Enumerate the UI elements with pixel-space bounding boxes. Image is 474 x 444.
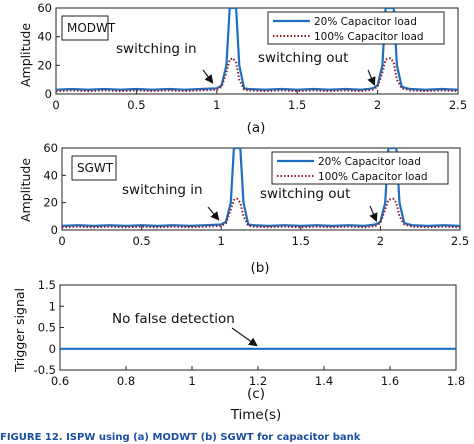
y-tick-label-b-3: 60 — [43, 141, 58, 155]
x-tick-label-a-4: 2 — [374, 98, 381, 112]
arrow-switching-out-a — [367, 69, 376, 87]
x-tick-label-a-0: 0 — [52, 98, 59, 112]
legend-label-b-100: 100% Capacitor load — [318, 171, 428, 183]
y-tick-label-a-0: 0 — [45, 87, 52, 101]
method-label-box-a — [61, 15, 109, 41]
y-ticks-a: 0 20 40 60 — [37, 1, 60, 101]
legend-box-b — [271, 151, 449, 185]
y-tick-label-a-2: 40 — [37, 30, 52, 44]
x-tick-label-c-6: 1.8 — [447, 374, 465, 388]
panel-label-b: (b) — [250, 260, 269, 276]
y-tick-label-b-0: 0 — [51, 223, 58, 237]
x-tick-label-a-2: 1 — [213, 98, 220, 112]
x-ticks-c: 0.6 0.8 1 1.2 1.4 1.6 1.8 — [51, 366, 465, 388]
x-tick-label-b-3: 1.5 — [292, 234, 310, 248]
legend-label-a-20: 20% Capacitor load — [314, 16, 417, 28]
annotation-switching-out-a: switching out — [258, 50, 348, 66]
annotation-switching-in-a: switching in — [116, 41, 197, 57]
x-tick-label-b-5: 2.5 — [451, 234, 469, 248]
method-label-box-b — [71, 155, 117, 181]
panel-label-c: (c) — [247, 386, 265, 402]
y-ticks-c: -0.5 0 0.5 1 1.5 — [34, 278, 64, 377]
arrow-no-false-detection — [231, 327, 258, 347]
legend-label-a-100: 100% Capacitor load — [314, 31, 424, 43]
series-line-b-1 — [62, 197, 460, 229]
series-group-a — [56, 8, 458, 93]
series-line-a-1 — [56, 57, 458, 93]
x-tick-label-c-4: 1.4 — [315, 374, 333, 388]
y-tick-label-a-1: 20 — [37, 58, 52, 72]
x-tick-label-b-4: 2 — [377, 234, 384, 248]
chart-panel-c: 0.6 0.8 1 1.2 1.4 1.6 1.8 -0.5 0 0.5 1 1.5 No fals… — [12, 278, 465, 423]
y-tick-label-a-3: 60 — [37, 1, 52, 15]
x-tick-label-c-3: 1.2 — [249, 374, 267, 388]
y-axis-label-c: Trigger signal — [12, 288, 27, 373]
legend-label-b-20: 20% Capacitor load — [318, 156, 421, 168]
arrow-switching-in-b — [207, 206, 220, 221]
legend-box-a — [267, 11, 445, 45]
y-tick-label-c-4: 1.5 — [38, 278, 56, 292]
y-tick-label-b-1: 20 — [43, 196, 58, 210]
x-tick-label-b-2: 1 — [218, 234, 225, 248]
y-ticks-b: 0 20 40 60 — [43, 141, 66, 237]
x-axis-label-c: Time(s) — [230, 407, 282, 423]
figure-caption: FIGURE 12. ISPW using (a) MODWT (b) SGWT… — [0, 432, 361, 443]
chart-panel-b: 0 0.5 1 1.5 2 2.5 0 20 40 60 SGWT 20% Capacitor … — [18, 141, 469, 276]
arrow-switching-in-a — [202, 69, 214, 84]
x-tick-label-c-5: 1.6 — [381, 374, 399, 388]
x-tick-label-b-1: 0.5 — [132, 234, 150, 248]
x-tick-label-c-1: 0.8 — [117, 374, 135, 388]
annotation-switching-in-b: switching in — [122, 182, 203, 198]
y-tick-label-b-2: 40 — [43, 168, 58, 182]
annotation-switching-out-b: switching out — [260, 186, 350, 202]
x-tick-label-a-1: 0.5 — [127, 98, 145, 112]
chart-panel-a: 0 0.5 1 1.5 2 2.5 0 20 40 60 MODWT 20% Capacitor… — [18, 1, 467, 136]
method-label-a: MODWT — [67, 21, 116, 35]
x-tick-label-a-3: 1.5 — [288, 98, 306, 112]
y-tick-label-c-0: -0.5 — [34, 363, 56, 377]
series-line-b-0 — [62, 148, 460, 227]
y-axis-label-b: Amplitude — [18, 158, 33, 222]
arrow-switching-out-b — [369, 205, 378, 223]
axes-frame-c — [59, 284, 457, 371]
panel-label-a: (a) — [247, 120, 266, 136]
series-group-b — [62, 148, 460, 229]
y-tick-label-c-2: 0.5 — [38, 321, 56, 335]
x-tick-label-c-0: 0.6 — [51, 374, 69, 388]
x-ticks-b: 0 0.5 1 1.5 2 2.5 — [58, 226, 469, 248]
x-tick-label-c-2: 1 — [188, 374, 195, 388]
y-tick-label-c-1: 0 — [49, 342, 56, 356]
x-tick-label-b-0: 0 — [58, 234, 65, 248]
annotation-no-false-detection: No false detection — [112, 311, 235, 327]
x-tick-label-a-5: 2.5 — [449, 98, 467, 112]
y-tick-label-c-3: 1 — [49, 299, 56, 313]
series-line-a-0 — [56, 8, 458, 91]
method-label-b: SGWT — [77, 161, 114, 175]
y-axis-label-a: Amplitude — [18, 23, 33, 87]
